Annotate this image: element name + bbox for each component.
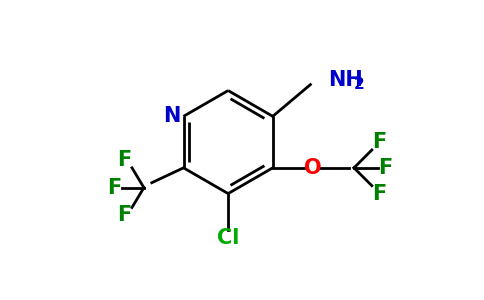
Text: F: F (373, 184, 387, 204)
Text: N: N (163, 106, 181, 126)
Text: F: F (378, 158, 393, 178)
Text: F: F (373, 132, 387, 152)
Text: NH: NH (328, 70, 363, 90)
Text: 2: 2 (354, 77, 365, 92)
Text: F: F (117, 206, 131, 225)
Text: O: O (303, 158, 321, 178)
Text: Cl: Cl (217, 228, 239, 248)
Text: F: F (107, 178, 121, 198)
Text: F: F (117, 150, 131, 170)
